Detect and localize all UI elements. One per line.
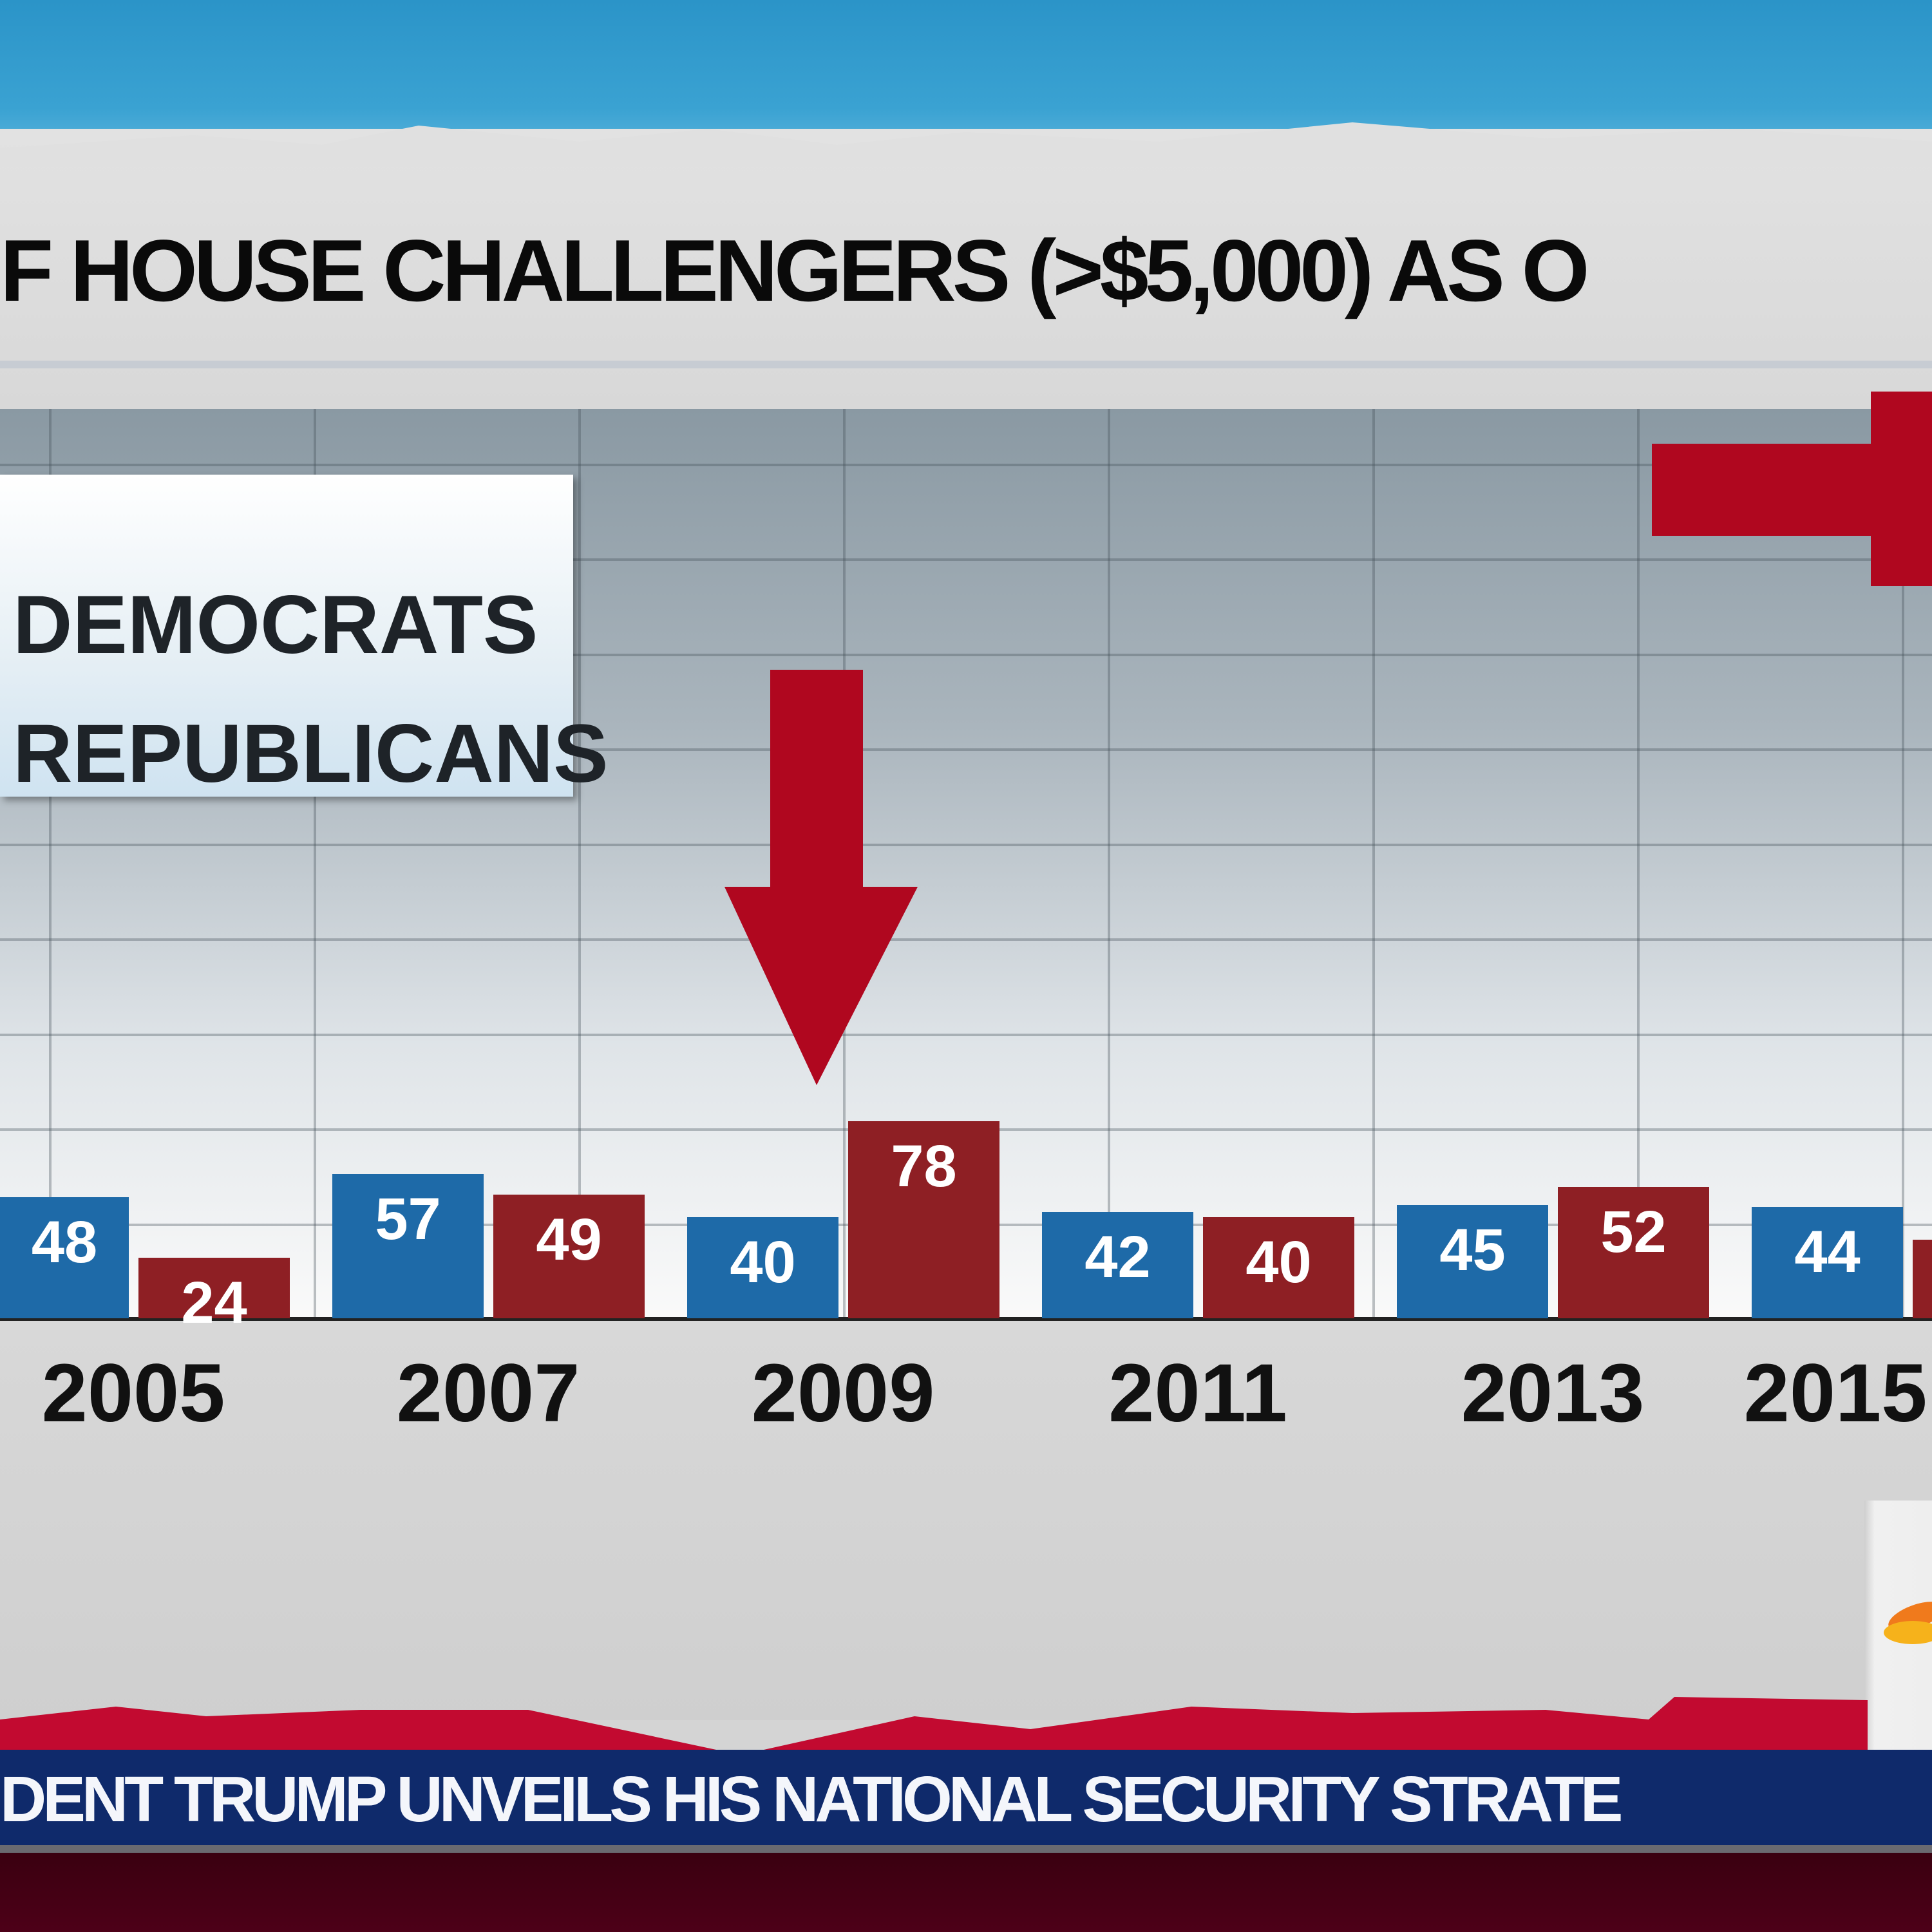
bar-democrats-2015 (1752, 1207, 1903, 1318)
gridline-horizontal (0, 558, 1932, 562)
bar-republicans-2013 (1558, 1187, 1709, 1318)
bar-value-label: 24 (181, 1269, 247, 1336)
gridline-vertical (578, 409, 581, 1318)
gridline-vertical (1108, 409, 1110, 1318)
gridline-horizontal (0, 463, 1932, 466)
bar-democrats-2013 (1397, 1204, 1548, 1318)
legend-democrats: DEMOCRATS (13, 579, 538, 671)
bar-republicans-2007 (493, 1194, 645, 1318)
ticker-divider (0, 1845, 1932, 1853)
ticker-headline: DENT TRUMP UNVEILS HIS NATIONAL SECURITY… (0, 1763, 1623, 1835)
chart-title: F HOUSE CHALLENGERS (>$5,000) AS O (0, 222, 1589, 319)
bar-democrats-2007 (332, 1174, 484, 1318)
bar-value-label: 52 (1600, 1199, 1667, 1265)
bar-value-label: 40 (1245, 1229, 1312, 1296)
bar-republicans-2009 (848, 1121, 999, 1318)
bar-democrats-2011 (1042, 1212, 1193, 1318)
x-tick-label: 2007 (396, 1347, 580, 1439)
bar-value-label: 78 (891, 1133, 957, 1200)
gridline-horizontal (0, 653, 1932, 656)
network-logo (1864, 1501, 1932, 1752)
legend: DEMOCRATS REPUBLICANS (0, 475, 609, 800)
gridline-horizontal (0, 843, 1932, 846)
gridline-horizontal (0, 1033, 1932, 1036)
bar-value-label: 45 (1439, 1217, 1506, 1283)
news-ticker: DENT TRUMP UNVEILS HIS NATIONAL SECURITY… (0, 1750, 1932, 1845)
peacock-icon (1884, 1602, 1932, 1644)
gridline-vertical (1902, 409, 1904, 1318)
gridline-vertical (1372, 409, 1375, 1318)
legend-republicans: REPUBLICANS (13, 708, 609, 800)
gridline-vertical (49, 409, 52, 1318)
torn-paper-edge (0, 122, 1932, 167)
gridline-vertical (1637, 409, 1640, 1318)
right-arrow-icon (1652, 392, 1932, 586)
x-axis-line (0, 1317, 1932, 1321)
bar-democrats-2009 (687, 1217, 838, 1318)
bar-value-label: 48 (31, 1209, 98, 1275)
down-arrow-icon (724, 670, 918, 1085)
x-tick-label: 2009 (751, 1347, 935, 1439)
bar-democrats-2005 (0, 1197, 129, 1318)
gridline-horizontal (0, 748, 1932, 752)
bar-republicans-2005 (138, 1257, 290, 1318)
x-tick-label: 2015 (1743, 1347, 1927, 1439)
bottom-band (0, 1853, 1932, 1932)
bar-republicans-2015 (1913, 1240, 1932, 1318)
x-tick-label: 2011 (1108, 1347, 1287, 1439)
red-torn-band (0, 1697, 1868, 1755)
bar-value-label: 40 (730, 1229, 796, 1296)
bar-value-label: 42 (1084, 1224, 1151, 1291)
title-underline (0, 361, 1932, 368)
bar-value-label: 57 (375, 1186, 441, 1253)
gridline-horizontal (0, 938, 1932, 942)
gridline-vertical (314, 409, 316, 1318)
x-tick-label: 2005 (41, 1347, 225, 1439)
bar-value-label: 44 (1794, 1219, 1861, 1285)
x-tick-label: 2013 (1461, 1347, 1645, 1439)
axis-area (0, 1321, 1932, 1720)
bar-republicans-2011 (1203, 1217, 1354, 1318)
bar-value-label: 49 (536, 1206, 602, 1273)
